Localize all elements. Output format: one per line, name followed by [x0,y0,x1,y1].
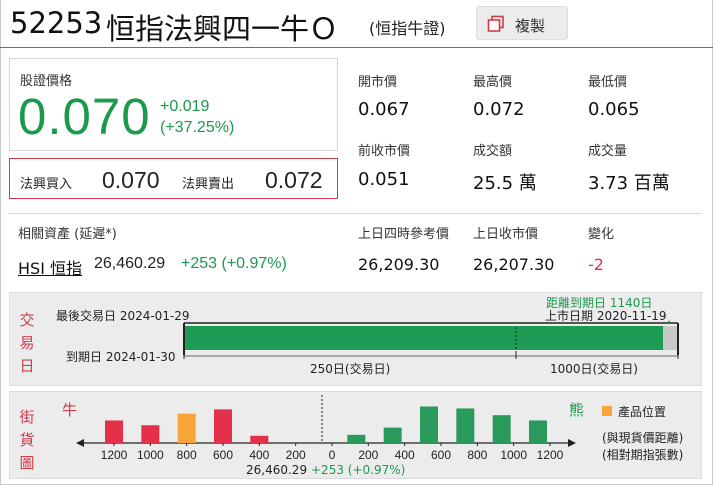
street-tick-label: 800 [177,448,197,462]
street-tick-label: 0 [329,448,336,462]
street-tick-label: 1200 [537,448,564,462]
stat-label: 成交額 [473,144,513,159]
underlying-change: +253 (+0.97%) [181,255,287,272]
street-tick-label: 1000 [137,448,164,462]
stat-value: 25.5 萬 [473,173,537,194]
divider [9,213,702,214]
product-position-legend [602,406,612,416]
street-tick-label: 1000 [500,448,527,462]
bull-bar [214,409,232,443]
stat-value: 0.072 [473,99,525,120]
ask-label: 法興賣出 [182,177,235,192]
product-bar [177,413,196,443]
side-char: 街 [19,408,35,426]
scale-label-right: 1000日(交易日) [550,362,638,376]
bear-bar [529,420,547,443]
stat-value: 0.051 [358,169,410,190]
bid-value: 0.070 [102,167,160,193]
street-note-distance: (與現貨價距離) [602,431,684,445]
stat-value: 26,207.30 [473,255,555,274]
bear-bar [420,406,438,443]
stock-type: (恒指牛證) [369,19,446,38]
bid-label: 法興買入 [20,177,73,192]
scale-label-left: 250日(交易日) [310,362,391,376]
street-tick-label: 1200 [101,448,128,462]
ask-value: 0.072 [265,167,323,193]
price-label: 股證價格 [20,74,73,89]
bull-bar [250,435,269,443]
header: 52253 恒指法興四一牛Ｏ (恒指牛證) 複製 [0,0,713,48]
bear-bar [347,434,366,443]
stock-name: 恒指法興四一牛Ｏ [106,12,339,46]
price-change: +0.019 (+37.25%) [160,96,234,138]
bear-bar [456,408,475,443]
bid-ask-box: 法興買入 0.070 法興賣出 0.072 [9,158,338,199]
timeline-axis [183,320,679,359]
street-tick-label: 600 [213,448,233,462]
stat-value: -2 [588,255,604,274]
price-change-pct: (+37.25%) [160,119,235,136]
street-tick-label: 600 [431,448,451,462]
stat-value: 0.067 [358,99,410,120]
copy-button[interactable]: 複製 [476,6,568,40]
trading-day-panel: 交 易 日 最後交易日 2024-01-29 到期日 2024-01-30 距離… [9,292,702,386]
street-underlying-value: 26,460.29 [246,463,308,477]
stat-value: 0.065 [588,99,640,120]
timeline-elapsed [184,326,663,350]
street-underlying-change: +253 (+0.97%) [311,463,406,477]
listing-date: 上市日期 2020-11-19 [545,309,667,323]
underlying-value: 26,460.29 [94,255,166,272]
bear-bar [492,415,511,443]
stock-code: 52253 [10,6,103,40]
street-tick-label: 400 [395,448,415,462]
copy-label: 複製 [515,17,546,35]
street-chart-panel: 街 貨 圖 牛 熊 1200 1000 800 600 400 200 0 200 400 600… [9,391,702,479]
street-tick-label: 400 [249,448,269,462]
copy-icon [487,15,504,32]
stat-label: 前收市價 [358,144,411,159]
street-chart: 1200 1000 800 600 400 200 0 200 400 600 800 1000 120… [76,395,576,462]
street-note-contracts: (相對期指張數) [602,448,684,462]
stat-label: 開市價 [358,75,398,90]
stat-value: 3.73 百萬 [588,173,670,194]
expiry-date: 到期日 2024-01-30 [66,350,176,364]
stat-label: 最低價 [588,75,628,90]
side-char: 易 [19,334,35,352]
street-tick-label: 200 [358,448,378,462]
days-to-expiry: 距離到期日 1140日 [546,296,653,310]
street-side-label: 街 貨 圖 [18,406,36,475]
legend-label: 產品位置 [618,405,667,419]
underlying-link[interactable]: HSI 恒指 [18,259,82,278]
last-price: 0.070 [18,88,151,145]
side-char: 貨 [19,431,35,449]
stat-label: 上日收市價 [473,227,539,242]
street-tick-label: 200 [286,448,306,462]
trading-day-side-label: 交 易 日 [18,309,36,378]
street-tick-label: 800 [467,448,487,462]
bull-bar [141,425,160,443]
bear-bar [383,427,402,443]
side-char: 圖 [19,454,35,472]
last-trade-date: 最後交易日 2024-01-29 [56,309,190,323]
side-char: 交 [19,311,35,329]
stat-label: 最高價 [473,75,513,90]
stat-label: 上日四時參考價 [358,227,450,242]
bull-bar [105,420,123,443]
stat-value: 26,209.30 [358,255,440,274]
bear-label: 熊 [569,401,585,419]
price-box: 股證價格 0.070 +0.019 (+37.25%) [9,58,338,151]
bull-label: 牛 [62,401,78,419]
side-char: 日 [19,357,35,375]
stat-label: 成交量 [588,144,628,159]
stat-label: 變化 [588,227,615,242]
underlying-label: 相關資產 (延遲*) [18,227,117,242]
price-change-abs: +0.019 [160,98,210,115]
